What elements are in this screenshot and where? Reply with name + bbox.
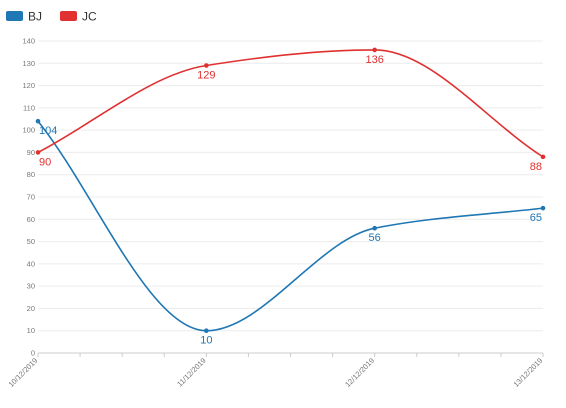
data-label-bj: 104 <box>39 125 57 137</box>
y-tick-label: 110 <box>23 103 35 112</box>
y-tick-label: 80 <box>27 170 35 179</box>
data-point-jc[interactable] <box>204 63 209 68</box>
legend-item-bj[interactable]: BJ <box>6 10 42 24</box>
y-tick-label: 100 <box>22 126 35 135</box>
data-label-jc: 136 <box>365 54 383 66</box>
x-tick-label: 13/12/2019 <box>512 356 545 389</box>
y-tick-label: 30 <box>27 282 35 291</box>
data-label-bj: 56 <box>369 232 381 244</box>
data-label-jc: 129 <box>197 70 215 82</box>
x-tick-label: 11/12/2019 <box>175 356 208 389</box>
series-points <box>35 47 546 334</box>
series-line-jc <box>37 49 544 158</box>
data-point-jc[interactable] <box>372 47 377 53</box>
y-tick-label: 10 <box>27 326 35 335</box>
legend-label: BJ <box>28 10 42 24</box>
x-axis: 10/12/2019 11/12/2019 12/12/2019 13/12/2019 <box>7 353 545 389</box>
x-tick-label: 10/12/2019 <box>7 356 40 389</box>
y-tick-label: 40 <box>27 259 35 268</box>
y-tick-label: 140 <box>22 37 35 46</box>
y-tick-label: 0 <box>31 349 35 358</box>
data-label-bj: 10 <box>200 335 212 347</box>
data-point-jc[interactable] <box>540 154 546 160</box>
y-axis: 0 10 20 30 40 50 60 70 80 90 100 110 120 130 140 <box>22 37 35 358</box>
y-tick-label: 50 <box>27 237 35 246</box>
data-label-jc: 88 <box>530 161 542 173</box>
y-tick-label: 120 <box>22 81 35 90</box>
series-line-bj <box>37 120 544 332</box>
y-tick-label: 70 <box>27 193 35 202</box>
data-point-bj[interactable] <box>540 205 546 211</box>
series-lines <box>37 49 544 332</box>
grid-lines <box>38 40 543 354</box>
x-tick-label: 12/12/2019 <box>343 356 376 389</box>
legend: BJ JC <box>6 10 97 24</box>
data-label-jc: 90 <box>39 156 51 168</box>
y-tick-label: 60 <box>27 215 35 224</box>
y-tick-label: 90 <box>27 148 35 157</box>
data-labels: 104 10 56 65 90 129 136 88 <box>39 54 542 347</box>
legend-swatch <box>60 11 77 21</box>
y-tick-label: 20 <box>27 304 35 313</box>
data-point-bj[interactable] <box>35 118 41 124</box>
data-label-bj: 65 <box>530 212 542 224</box>
y-tick-label: 130 <box>22 59 35 68</box>
legend-label: JC <box>82 10 97 24</box>
data-point-bj[interactable] <box>372 225 377 231</box>
legend-item-jc[interactable]: JC <box>60 10 97 24</box>
data-point-jc[interactable] <box>35 150 41 155</box>
legend-swatch <box>6 11 23 21</box>
data-point-bj[interactable] <box>204 328 209 334</box>
